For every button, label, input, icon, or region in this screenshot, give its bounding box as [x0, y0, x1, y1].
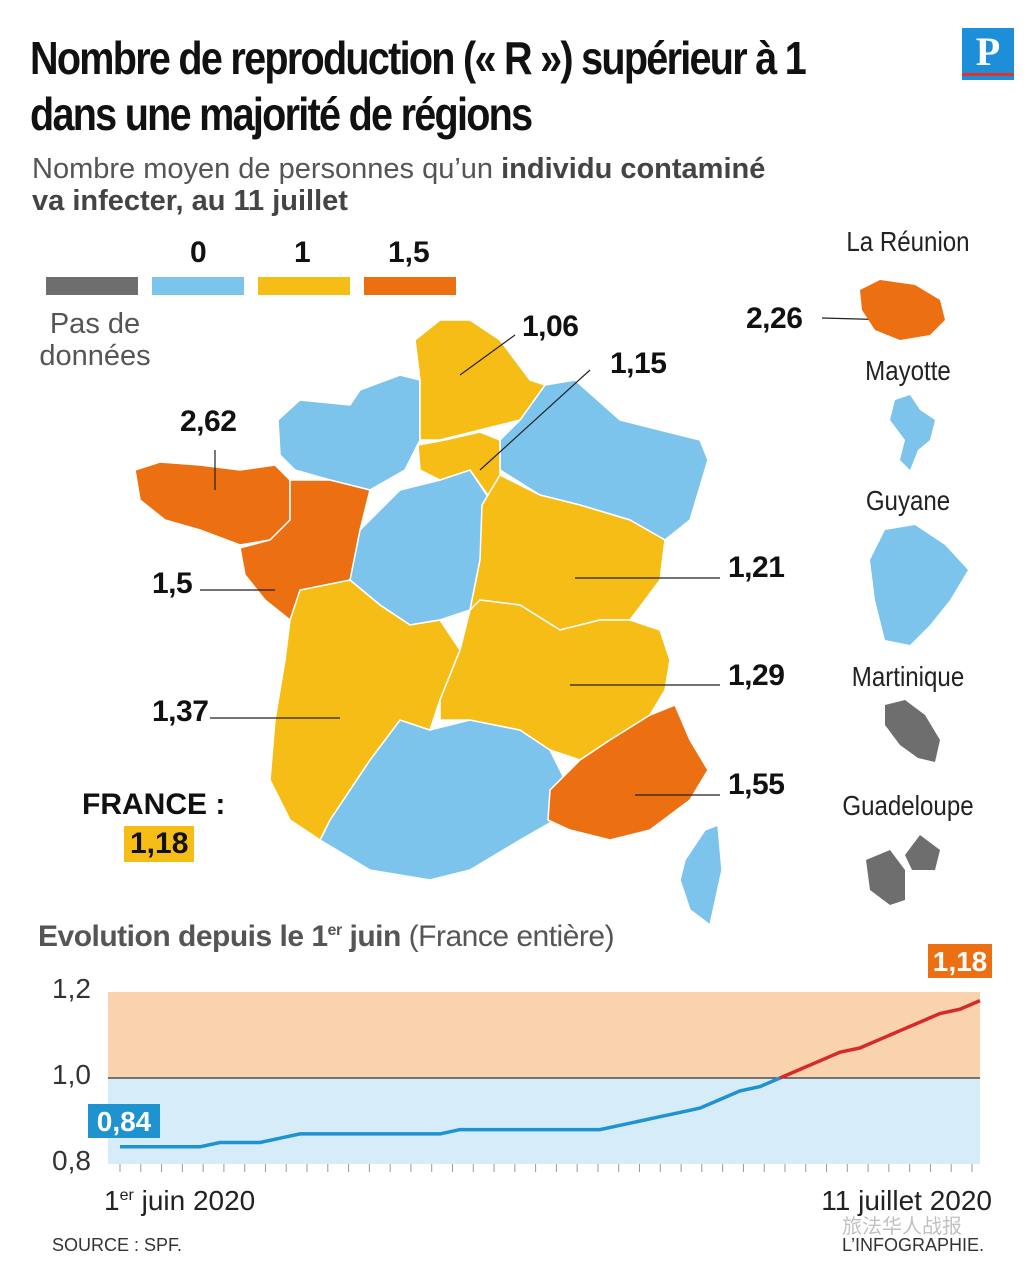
subtitle-bold-1: individu contaminé	[501, 153, 766, 185]
region-value-pays-de-la-loire: 1,5	[152, 567, 193, 600]
map-nouvelle-aquitaine	[269, 579, 461, 842]
region-value-bourgogne: 1,21	[728, 551, 785, 584]
leader-hdf	[459, 334, 516, 376]
x-start-sup: er	[120, 1187, 135, 1204]
title-line-2: dans une majorité de régions	[30, 88, 533, 140]
title-line-1: Nombre de reproduction (« R ») supérieur…	[30, 32, 807, 84]
band-below-threshold	[108, 1078, 980, 1164]
leader-idf	[479, 369, 591, 471]
region-value-nouvelle-aquitaine: 1,37	[152, 695, 209, 728]
x-start-label: 1er juin 2020	[104, 1185, 255, 1216]
end-value-label: 1,18	[933, 946, 988, 977]
evolution-title: Evolution depuis le 1er juin (France ent…	[38, 920, 615, 954]
map-martinique	[885, 700, 940, 762]
map-guadeloupe	[866, 835, 940, 905]
map-guyane	[870, 525, 968, 645]
region-value-ile-de-france: 1,15	[610, 347, 667, 380]
legend-threshold-1-5: 1,5	[388, 236, 430, 269]
legend-high-swatch	[364, 277, 456, 295]
subtitle-bold-2: va infecter, au 11 juillet	[32, 185, 348, 217]
subtitle-part-1: Nombre moyen de personnes qu’un	[32, 153, 502, 185]
overseas-name-guyane: Guyane	[865, 485, 951, 516]
map-la-reunion	[860, 280, 945, 340]
evolution-title-bold: Evolution depuis le 1	[38, 920, 328, 953]
legend-nodata-swatch	[46, 277, 138, 295]
le-parisien-logo: P	[962, 28, 1014, 80]
overseas-name-mayotte: Mayotte	[865, 355, 951, 386]
series-line-above	[779, 998, 981, 1080]
end-value-badge	[928, 944, 992, 978]
region-value-paca: 1,55	[728, 768, 785, 801]
overseas-name-la-reunion: La Réunion	[846, 226, 970, 257]
map-normandie	[277, 374, 421, 491]
legend-low-swatch	[152, 277, 244, 295]
evolution-title-bold2: juin	[341, 920, 402, 953]
band-above-threshold	[108, 992, 980, 1078]
legend-threshold-0: 0	[190, 236, 207, 269]
overseas-name-martinique: Martinique	[851, 661, 965, 692]
y-tick-1-2: 1,2	[52, 973, 91, 1004]
map-paca	[547, 704, 709, 841]
series-line-below	[120, 1076, 781, 1149]
region-value-hauts-de-france: 1,06	[522, 310, 579, 343]
evolution-title-sup: er	[327, 922, 343, 939]
evolution-title-rest: (France entière)	[400, 920, 615, 953]
watermark: 旅法华人战报	[842, 1216, 962, 1238]
credit-note: L’INFOGRAPHIE.	[842, 1235, 985, 1255]
start-value-badge	[88, 1104, 160, 1138]
region-value-auvergne-rhone-alpes: 1,29	[728, 659, 785, 692]
region-value-bretagne: 2,62	[180, 405, 237, 438]
legend-nodata-label: Pas de données	[39, 308, 151, 372]
x-end-label: 11 juillet 2020	[821, 1185, 992, 1216]
map-auvergne-rhone-alpes	[439, 599, 671, 761]
x-start-rest: juin 2020	[134, 1185, 255, 1216]
start-value-label: 0,84	[97, 1106, 152, 1137]
x-tick-marks	[119, 1164, 973, 1172]
france-value-badge: 1,18	[124, 826, 195, 862]
legend-threshold-1: 1	[294, 236, 311, 269]
france-label: FRANCE :	[82, 788, 226, 821]
y-tick-1-0: 1,0	[52, 1059, 91, 1090]
map-pays-de-la-loire	[239, 479, 371, 622]
y-tick-0-8: 0,8	[52, 1145, 91, 1176]
source-note: SOURCE : SPF.	[52, 1235, 183, 1255]
map-bretagne	[134, 461, 291, 546]
line-chart: 1,2 1,0 0,8 0,84 1,18 1er juin 2020 11 j…	[52, 944, 992, 1216]
map-hauts-de-france	[414, 319, 547, 441]
chart-title: Nombre de reproduction (« R ») supérieur…	[30, 30, 807, 142]
overseas-name-guadeloupe: Guadeloupe	[842, 790, 974, 821]
map-mayotte	[890, 395, 935, 470]
chart-subtitle: Nombre moyen de personnes qu’un individu…	[32, 153, 765, 217]
legend-mid-swatch	[258, 277, 350, 295]
overseas-value-la-reunion: 2,26	[746, 302, 803, 335]
map-corse	[679, 823, 723, 927]
x-start-num: 1	[104, 1185, 120, 1216]
